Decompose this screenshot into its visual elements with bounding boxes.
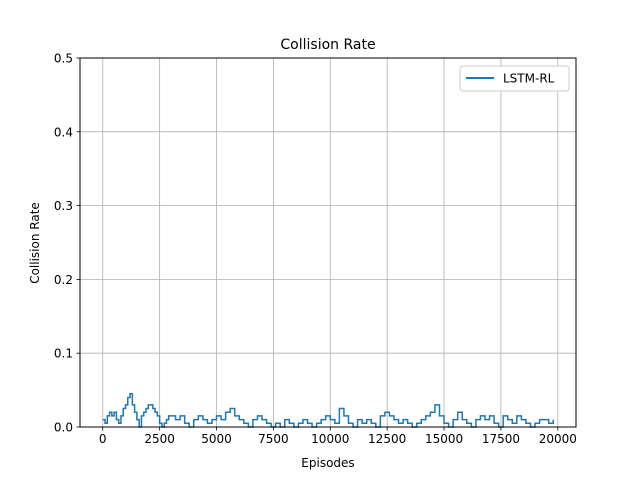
x-tick-label: 10000 — [311, 432, 349, 446]
x-tick-label: 5000 — [201, 432, 232, 446]
legend-box — [459, 65, 570, 92]
x-tick-label: 0 — [99, 432, 107, 446]
x-tick-label: 12500 — [368, 432, 406, 446]
y-axis-label: Collision Rate — [28, 202, 42, 284]
y-tick-label: 0.4 — [54, 125, 73, 139]
y-tick-label: 0.5 — [54, 52, 73, 66]
x-axis-label: Episodes — [301, 456, 354, 470]
x-tick-label: 20000 — [539, 432, 577, 446]
y-tick-label: 0.1 — [54, 347, 73, 361]
y-tick-label: 0.3 — [54, 199, 73, 213]
x-axis-ticks: 0 2500 5000 7500 10000 12500 15000 17500 20000 — [99, 427, 577, 446]
y-axis-ticks: 0.0 0.1 0.2 0.3 0.4 0.5 — [54, 52, 80, 435]
plot-frame — [79, 57, 577, 428]
y-tick-label: 0.0 — [54, 421, 73, 435]
legend-label: LSTM-RL — [503, 72, 555, 86]
y-tick-label: 0.2 — [54, 273, 73, 287]
x-tick-label: 7500 — [258, 432, 289, 446]
legend: LSTM-RL — [459, 65, 570, 92]
x-tick-label: 17500 — [482, 432, 520, 446]
chart-title: Collision Rate — [280, 37, 375, 53]
x-tick-label: 15000 — [425, 432, 463, 446]
x-tick-label: 2500 — [144, 432, 175, 446]
